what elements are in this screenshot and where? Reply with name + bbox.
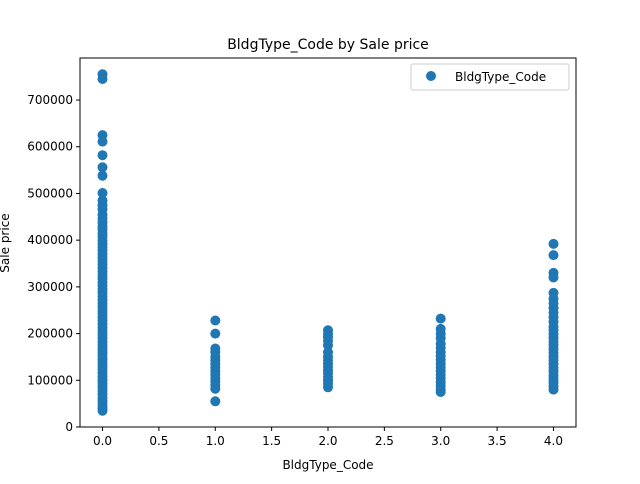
data-point bbox=[435, 313, 446, 324]
data-point bbox=[210, 315, 221, 326]
x-tick-label: 3.0 bbox=[431, 434, 450, 448]
x-axis-label: BldgType_Code bbox=[282, 458, 373, 472]
points-layer bbox=[97, 69, 559, 416]
data-point bbox=[210, 328, 221, 339]
data-point bbox=[548, 272, 559, 283]
x-tick-label: 4.0 bbox=[544, 434, 563, 448]
x-tick-label: 1.0 bbox=[206, 434, 225, 448]
data-point bbox=[323, 382, 333, 393]
y-tick-label: 100000 bbox=[27, 373, 73, 387]
data-point bbox=[97, 74, 108, 84]
y-tick-label: 600000 bbox=[27, 140, 73, 154]
x-tick-label: 1.5 bbox=[262, 434, 281, 448]
data-point bbox=[435, 387, 446, 397]
x-tick-label: 2.0 bbox=[318, 434, 337, 448]
data-point bbox=[548, 238, 559, 249]
data-point bbox=[210, 396, 221, 407]
y-axis-ticks: 0 100000 200000 300000 400000 500000 600000 700… bbox=[27, 93, 80, 434]
chart-title: BldgType_Code by Sale price bbox=[227, 37, 429, 53]
legend-box bbox=[410, 63, 570, 91]
y-tick-label: 500000 bbox=[27, 186, 73, 200]
y-tick-label: 400000 bbox=[27, 233, 73, 247]
data-point bbox=[97, 188, 108, 198]
legend-label: BldgType_Code bbox=[455, 70, 546, 84]
y-axis-label: Sale price bbox=[0, 213, 12, 272]
plot-frame bbox=[79, 57, 577, 428]
data-point bbox=[548, 250, 559, 261]
data-point bbox=[97, 150, 108, 161]
data-point bbox=[210, 383, 221, 394]
data-point bbox=[97, 162, 108, 173]
data-point bbox=[323, 340, 333, 351]
y-tick-label: 0 bbox=[65, 420, 73, 434]
data-point bbox=[97, 136, 108, 147]
y-tick-label: 300000 bbox=[27, 280, 73, 294]
legend: BldgType_Code bbox=[410, 63, 570, 91]
y-tick-label: 700000 bbox=[27, 93, 73, 107]
x-tick-label: 2.5 bbox=[375, 434, 394, 448]
x-tick-label: 3.5 bbox=[488, 434, 507, 448]
y-tick-label: 200000 bbox=[27, 327, 73, 341]
x-tick-label: 0.5 bbox=[149, 434, 168, 448]
data-point bbox=[97, 405, 108, 416]
x-tick-label: 0.0 bbox=[93, 434, 112, 448]
legend-marker bbox=[426, 71, 436, 81]
x-axis-ticks: 0.0 0.5 1.0 1.5 2.0 2.5 3.0 3.5 4.0 bbox=[93, 427, 563, 448]
data-point bbox=[548, 384, 559, 395]
data-point bbox=[97, 170, 108, 181]
